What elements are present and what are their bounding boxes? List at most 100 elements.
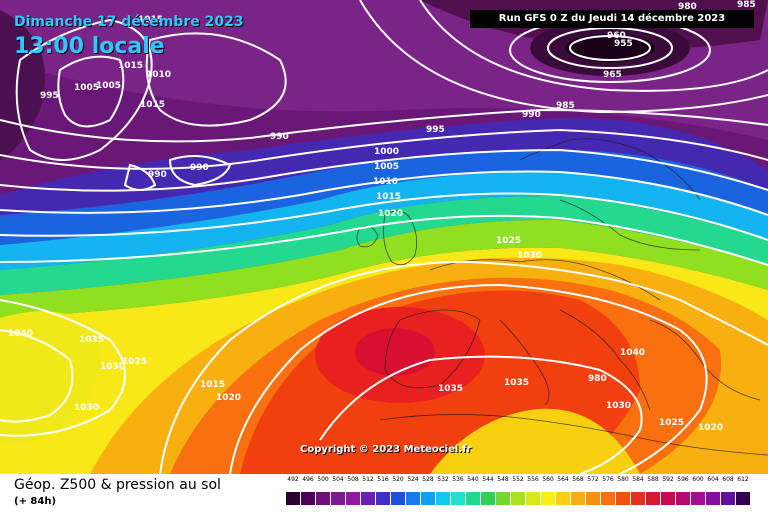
legend-label: 512 bbox=[362, 476, 374, 483]
legend-label: 540 bbox=[467, 476, 479, 483]
legend-swatch bbox=[721, 492, 735, 505]
legend-label: 528 bbox=[422, 476, 434, 483]
isobar-label: 1035 bbox=[79, 335, 104, 345]
legend-swatch bbox=[406, 492, 420, 505]
isobar-label: 965 bbox=[603, 70, 622, 80]
legend-label: 504 bbox=[332, 476, 344, 483]
isobar-label: 985 bbox=[556, 101, 575, 111]
legend-swatch bbox=[436, 492, 450, 505]
isobar-label: 1005 bbox=[374, 162, 399, 172]
legend-label: 516 bbox=[377, 476, 389, 483]
isobar-label: 1005 bbox=[74, 83, 99, 93]
legend-label: 520 bbox=[392, 476, 404, 483]
legend-swatch bbox=[286, 492, 300, 505]
legend-swatch bbox=[376, 492, 390, 505]
weather-map: 1015 1010 995 1005 1005 1015 1015 990 99… bbox=[0, 0, 768, 474]
legend-label: 500 bbox=[317, 476, 329, 483]
isobar-label: 1010 bbox=[146, 70, 171, 80]
isobar-label: 1020 bbox=[378, 209, 403, 219]
legend-label: 608 bbox=[722, 476, 734, 483]
isobar-label: 1020 bbox=[698, 423, 723, 433]
legend-label: 544 bbox=[482, 476, 494, 483]
legend-label: 588 bbox=[647, 476, 659, 483]
legend-label: 536 bbox=[452, 476, 464, 483]
legend-swatch bbox=[511, 492, 525, 505]
legend-label: 604 bbox=[707, 476, 719, 483]
legend-label: 556 bbox=[527, 476, 539, 483]
isobar-label: 1035 bbox=[504, 378, 529, 388]
legend-swatch bbox=[616, 492, 630, 505]
legend-swatch bbox=[496, 492, 510, 505]
legend-label: 568 bbox=[572, 476, 584, 483]
isobar-label: 1025 bbox=[496, 236, 521, 246]
legend-swatch bbox=[301, 492, 315, 505]
isobar-label: 990 bbox=[148, 170, 167, 180]
legend-swatch bbox=[676, 492, 690, 505]
legend-label: 532 bbox=[437, 476, 449, 483]
legend-swatch bbox=[706, 492, 720, 505]
copyright-text: Copyright © 2023 Meteociel.fr bbox=[300, 444, 472, 455]
legend-label: 584 bbox=[632, 476, 644, 483]
isobar-label: 980 bbox=[678, 2, 697, 12]
legend-swatch bbox=[661, 492, 675, 505]
map-title: Géop. Z500 & pression au sol bbox=[14, 477, 221, 493]
isobar-label: 1030 bbox=[606, 401, 631, 411]
legend-label: 492 bbox=[287, 476, 299, 483]
legend-swatch bbox=[481, 492, 495, 505]
legend-label: 576 bbox=[602, 476, 614, 483]
legend-swatch bbox=[691, 492, 705, 505]
isobar-label: 990 bbox=[522, 110, 541, 120]
legend-swatch bbox=[571, 492, 585, 505]
isobar-label: 1035 bbox=[438, 384, 463, 394]
legend-swatch bbox=[586, 492, 600, 505]
isobar-label: 1005 bbox=[96, 81, 121, 91]
run-info: Run GFS 0 Z du Jeudi 14 décembre 2023 bbox=[470, 10, 754, 28]
legend-swatch bbox=[601, 492, 615, 505]
legend-label: 496 bbox=[302, 476, 314, 483]
isobar-label: 1040 bbox=[8, 329, 33, 339]
legend-swatch bbox=[361, 492, 375, 505]
isobar-label: 1030 bbox=[100, 362, 125, 372]
isobar-label: 1010 bbox=[373, 177, 398, 187]
isobar-label: 990 bbox=[270, 132, 289, 142]
isobar-label: 990 bbox=[190, 163, 209, 173]
isobar-label: 995 bbox=[40, 91, 59, 101]
legend-swatch bbox=[631, 492, 645, 505]
legend-swatch bbox=[556, 492, 570, 505]
forecast-date: Dimanche 17 décembre 2023 bbox=[14, 14, 244, 30]
isobar-label: 1020 bbox=[216, 393, 241, 403]
legend-label: 552 bbox=[512, 476, 524, 483]
color-legend: 492 496 500 504 508 512 516 520 524 528 532 536 540 5… bbox=[286, 476, 750, 506]
legend-label: 508 bbox=[347, 476, 359, 483]
legend-swatch bbox=[646, 492, 660, 505]
isobar-label: 955 bbox=[614, 39, 633, 49]
legend-swatch bbox=[466, 492, 480, 505]
legend-swatch bbox=[736, 492, 750, 505]
legend-label: 600 bbox=[692, 476, 704, 483]
legend-label: 564 bbox=[557, 476, 569, 483]
isobar-label: 1000 bbox=[374, 147, 399, 157]
isobar-label: 1025 bbox=[659, 418, 684, 428]
isobar-label: 960 bbox=[607, 31, 626, 41]
isobar-label: 1015 bbox=[138, 15, 163, 25]
legend-label: 580 bbox=[617, 476, 629, 483]
legend-label: 548 bbox=[497, 476, 509, 483]
legend-swatch bbox=[541, 492, 555, 505]
isobar-label: 1040 bbox=[620, 348, 645, 358]
forecast-time: 13:00 locale bbox=[14, 34, 165, 59]
legend-label: 612 bbox=[737, 476, 749, 483]
map-canvas: 1015 1010 995 1005 1005 1015 1015 990 99… bbox=[0, 0, 768, 474]
legend-swatch bbox=[316, 492, 330, 505]
legend-swatch bbox=[331, 492, 345, 505]
isobar-label: 1015 bbox=[118, 61, 143, 71]
isobar-label: 1015 bbox=[200, 380, 225, 390]
legend-label: 524 bbox=[407, 476, 419, 483]
legend-swatch bbox=[526, 492, 540, 505]
legend-swatch bbox=[346, 492, 360, 505]
isobar-label: 1015 bbox=[376, 192, 401, 202]
legend-label: 572 bbox=[587, 476, 599, 483]
isobar-label: 1025 bbox=[122, 357, 147, 367]
legend-label: 596 bbox=[677, 476, 689, 483]
legend-label: 560 bbox=[542, 476, 554, 483]
legend-label: 592 bbox=[662, 476, 674, 483]
